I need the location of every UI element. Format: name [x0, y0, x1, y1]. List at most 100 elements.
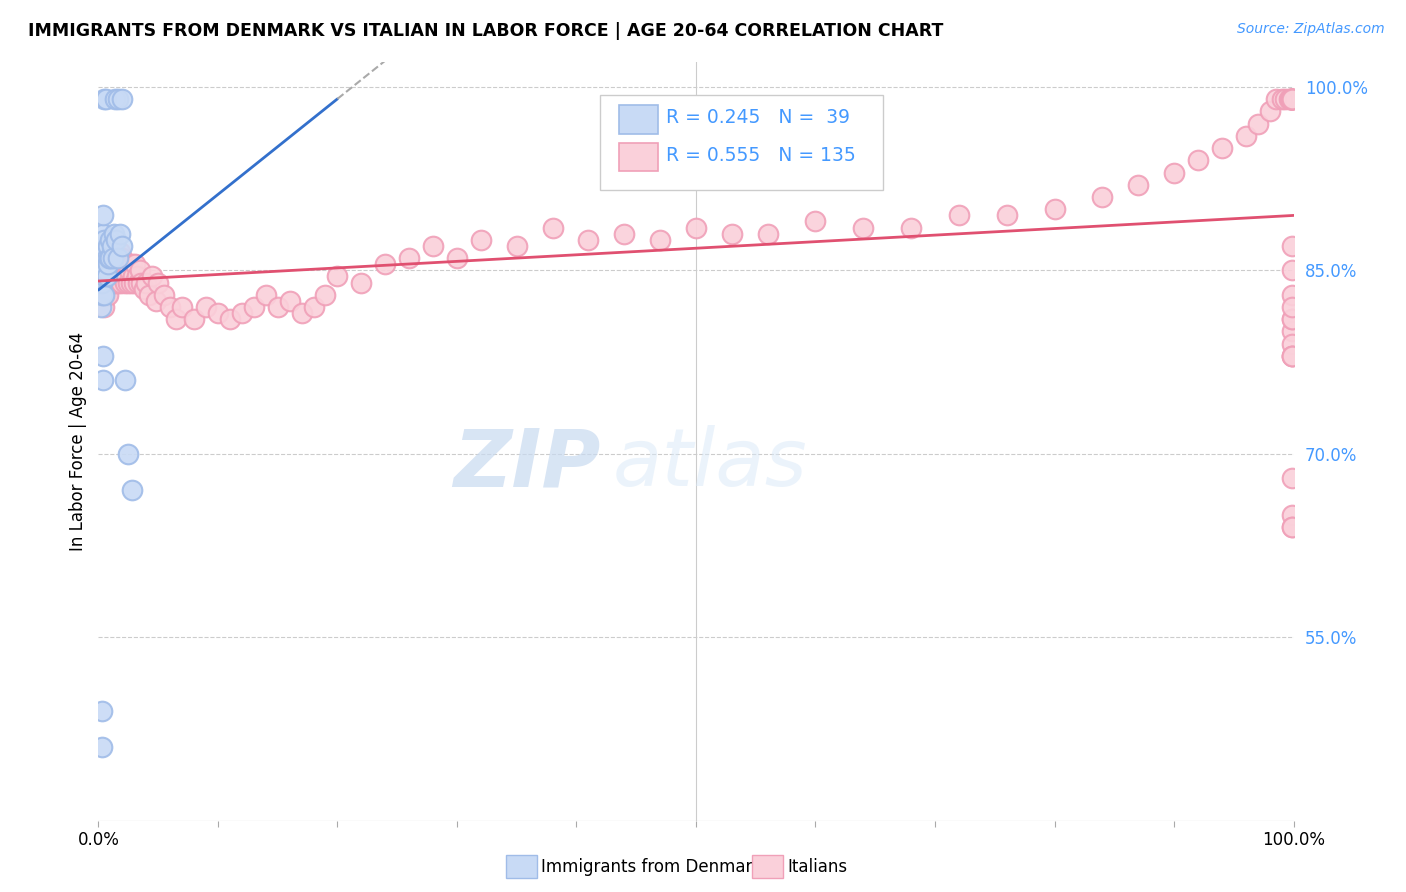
- Point: [613, 227, 636, 241]
- Point: [91, 239, 114, 253]
- Point: [115, 269, 138, 284]
- Point: [94, 287, 117, 301]
- Point: [1281, 92, 1303, 106]
- Point: [103, 227, 125, 241]
- Point: [108, 227, 131, 241]
- Point: [98, 269, 121, 284]
- Point: [141, 269, 163, 284]
- Point: [93, 300, 115, 314]
- Point: [94, 263, 117, 277]
- Point: [93, 269, 115, 284]
- Point: [1281, 349, 1303, 363]
- Point: [107, 92, 129, 106]
- Point: [121, 483, 143, 498]
- Point: [804, 214, 827, 228]
- Point: [90, 300, 112, 314]
- Point: [111, 251, 134, 265]
- Point: [1163, 165, 1185, 179]
- Point: [96, 276, 118, 290]
- Point: [111, 239, 134, 253]
- Point: [1281, 92, 1303, 106]
- Point: [195, 300, 218, 314]
- Point: [91, 287, 114, 301]
- Point: [117, 447, 139, 461]
- Point: [100, 251, 122, 265]
- Point: [1187, 153, 1209, 168]
- Point: [98, 251, 121, 265]
- Text: IMMIGRANTS FROM DENMARK VS ITALIAN IN LABOR FORCE | AGE 20-64 CORRELATION CHART: IMMIGRANTS FROM DENMARK VS ITALIAN IN LA…: [28, 22, 943, 40]
- Point: [111, 92, 134, 106]
- Point: [1281, 92, 1303, 106]
- Point: [138, 287, 160, 301]
- Point: [756, 227, 779, 241]
- Point: [101, 276, 124, 290]
- Point: [1281, 239, 1303, 253]
- Point: [506, 239, 529, 253]
- Point: [127, 276, 149, 290]
- Point: [121, 257, 143, 271]
- Point: [1274, 92, 1296, 106]
- Point: [117, 276, 139, 290]
- Point: [91, 287, 114, 301]
- Point: [107, 251, 129, 265]
- Point: [948, 208, 970, 222]
- Point: [422, 239, 444, 253]
- Point: [172, 300, 194, 314]
- Point: [721, 227, 744, 241]
- Point: [1278, 92, 1301, 106]
- Point: [91, 276, 114, 290]
- Point: [96, 251, 118, 265]
- Point: [685, 220, 707, 235]
- Point: [118, 263, 141, 277]
- Point: [105, 233, 128, 247]
- Point: [115, 257, 138, 271]
- Point: [91, 740, 114, 755]
- Point: [107, 276, 129, 290]
- Point: [91, 349, 114, 363]
- Point: [1281, 92, 1303, 106]
- Point: [108, 244, 131, 259]
- Point: [91, 704, 114, 718]
- Point: [91, 263, 114, 277]
- Point: [1281, 471, 1303, 485]
- Point: [648, 233, 672, 247]
- Point: [120, 276, 142, 290]
- Point: [207, 306, 229, 320]
- Point: [1281, 312, 1303, 326]
- Point: [94, 92, 117, 106]
- Point: [1271, 92, 1294, 106]
- Point: [183, 312, 205, 326]
- Point: [107, 251, 129, 265]
- Point: [91, 276, 114, 290]
- Text: Source: ZipAtlas.com: Source: ZipAtlas.com: [1237, 22, 1385, 37]
- Point: [231, 306, 253, 320]
- Point: [110, 276, 132, 290]
- Point: [1211, 141, 1233, 155]
- Point: [995, 208, 1018, 222]
- Text: Italians: Italians: [787, 858, 848, 876]
- Point: [1281, 325, 1303, 339]
- Point: [124, 276, 146, 290]
- Point: [1281, 520, 1303, 534]
- Point: [93, 287, 115, 301]
- Point: [97, 257, 120, 271]
- Point: [254, 287, 277, 301]
- Point: [96, 257, 118, 271]
- Point: [91, 251, 114, 265]
- Point: [101, 257, 124, 271]
- Point: [326, 269, 349, 284]
- Point: [1281, 92, 1303, 106]
- Point: [93, 251, 115, 265]
- Point: [98, 257, 122, 271]
- Point: [541, 220, 564, 235]
- Point: [97, 287, 120, 301]
- Point: [104, 92, 127, 106]
- Point: [107, 251, 129, 265]
- Point: [98, 251, 121, 265]
- Text: Immigrants from Denmark: Immigrants from Denmark: [541, 858, 762, 876]
- Point: [105, 263, 128, 277]
- Point: [93, 92, 115, 106]
- Point: [315, 287, 337, 301]
- Point: [1281, 349, 1303, 363]
- Point: [1279, 92, 1302, 106]
